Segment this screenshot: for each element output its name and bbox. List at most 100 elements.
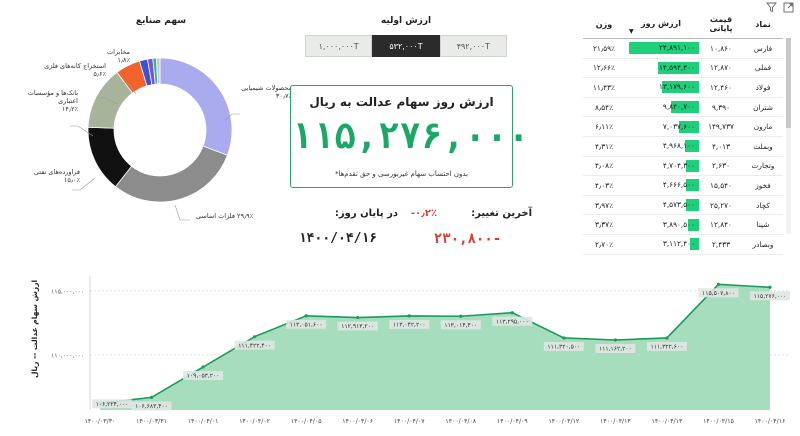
cell-value: ۷,۰۳۷,۶۰۰: [625, 120, 699, 134]
data-label: ۱۰۶,۲۲۴,۰۰۰: [96, 401, 129, 408]
donut-slice[interactable]: [155, 57, 161, 85]
y-tick-label: ۱۱۰,۰۰۰,۰۰۰: [51, 352, 84, 359]
value-bar: [629, 42, 699, 55]
initial-value-option[interactable]: ۱,۰۰۰,۰۰۰T: [305, 35, 373, 57]
last-change-label: آخرین تغییر:: [471, 208, 532, 219]
data-label-bg: [440, 320, 481, 330]
table-row[interactable]: شتران ۹,۳۹۰ ۹,۸۴۰,۷۰۰ ۸٫۵۴٪: [583, 98, 783, 118]
cell-weight: ۲۱٫۵۹٪: [593, 43, 615, 53]
cell-price: ۲,۴۳۳: [712, 239, 730, 249]
data-label-bg: [698, 288, 739, 298]
x-tick-label: ۱۴۰۰/۰۴/۱۳: [600, 418, 631, 425]
table-scrollbar-thumb[interactable]: [786, 38, 791, 128]
cell-weight: ۱۱٫۴۳٪: [593, 82, 615, 92]
column-header-price[interactable]: قیمت پایانی: [709, 15, 733, 33]
pie-title: سهم صنایع: [135, 16, 187, 26]
pie-label-chemicals: محصولات شیمیایی ۳۰٫۷٪: [241, 84, 292, 100]
data-label: ۱۱۳,۰۵۱,۶۰۰: [290, 321, 323, 328]
data-point: [716, 282, 721, 286]
cell-value: ۱۴,۵۹۴,۴۰۰: [625, 61, 699, 75]
filter-icon[interactable]: [766, 2, 777, 13]
value-bar: [686, 199, 699, 212]
table-row[interactable]: کچاد ۲۵,۲۷۰ ۴,۵۷۳,۵۰۰ ۳٫۹۷٪: [583, 196, 783, 216]
data-label: ۱۱۵,۵۰۷,۸۰۰: [702, 290, 735, 297]
series-line: [99, 283, 771, 405]
table-row[interactable]: فارس ۱۰,۸۶۰ ۲۴,۸۹۱,۱۰۰ ۲۱٫۵۹٪: [583, 39, 783, 59]
initial-value-title: ارزش اولیه: [380, 16, 432, 26]
cell-weight: ۴٫۳۱٪: [594, 141, 614, 151]
data-label-bg: [286, 319, 327, 329]
cell-price: ۱۲,۸۷۰: [710, 63, 732, 73]
value-bar: [685, 159, 699, 172]
cell-value: ۴,۵۷۳,۵۰۰: [625, 198, 699, 212]
data-label: ۱۱۱,۱۶۲,۲۰۰: [599, 346, 632, 353]
initial-value-selector: ۱,۰۰۰,۰۰۰T ۵۳۲,۰۰۰T ۴۹۲,۰۰۰T: [305, 35, 507, 57]
data-label: ۱۱۳,۰۱۴,۴۰۰: [444, 322, 477, 329]
data-label-bg: [646, 341, 687, 351]
data-label: ۱۱۳,۰۴۲,۲۰۰: [393, 322, 426, 329]
end-of-day-label: در پایان روز:: [334, 208, 398, 219]
cell-weight: ۳٫۳۷٪: [594, 220, 614, 230]
x-tick-label: ۱۴۰۰/۰۳/۳۱: [136, 418, 167, 425]
value-bar: [688, 218, 699, 231]
cell-price: ۱۲,۴۶۰: [710, 82, 732, 92]
donut-slice[interactable]: [159, 57, 233, 156]
pie-label-petroleum: فراورده‌های نفتی ۱۵٫۰٪: [33, 168, 80, 184]
visual-header-icons: [766, 2, 794, 13]
cell-price: ۱۵,۵۴۰: [710, 180, 732, 190]
cell-price: ۲,۶۳۰: [712, 161, 730, 171]
data-point: [665, 336, 669, 340]
initial-value-option[interactable]: ۴۹۲,۰۰۰T: [439, 35, 507, 57]
data-label-bg: [234, 340, 275, 350]
initial-value-option-selected[interactable]: ۵۳۲,۰۰۰T: [372, 35, 440, 57]
pie-label-metal-mining: استخراج کانه‌های فلزی ۵٫۶٪: [44, 62, 106, 78]
cell-weight: ۳٫۹۷٪: [594, 200, 614, 210]
data-label-bg: [750, 291, 790, 301]
equity-value-card: ارزش روز سهام عدالت به ریال ۱۱۵,۲۷۶,۰۰۰ …: [290, 85, 528, 188]
cell-weight: ۴٫۰۳٪: [594, 180, 614, 190]
value-bar: [690, 238, 699, 251]
column-header-value[interactable]: ارزش روز ▼: [625, 17, 699, 35]
table-header: نماد قیمت پایانی ارزش روز ▼ وزن: [583, 10, 783, 39]
table-row[interactable]: فملی ۱۲,۸۷۰ ۱۴,۵۹۴,۴۰۰ ۱۲٫۶۶٪: [583, 59, 783, 79]
data-point: [613, 338, 617, 342]
cell-symbol: شپنا: [756, 220, 770, 230]
table-row[interactable]: مارون ۱۴۹,۷۳۷ ۷,۰۳۷,۶۰۰ ۶٫۱۱٪: [583, 117, 783, 137]
donut-slice[interactable]: [114, 145, 228, 203]
change-amount: ۲۳۰,۸۰۰-: [433, 231, 502, 247]
cell-symbol: فارس: [753, 43, 773, 53]
table-row[interactable]: وبصادر ۲,۴۳۳ ۳,۱۱۲,۴۰۰ ۲٫۷۰٪: [583, 235, 783, 255]
cell-price: ۱۲,۸۴۰: [710, 220, 732, 230]
pie-label-basic-metals: ۲۹٫۹٪ فلزات اساسی: [196, 212, 254, 220]
cell-price: ۱۰,۸۶۰: [710, 43, 732, 53]
data-label: ۱۱۱,۴۲۲,۴۰۰: [238, 342, 271, 349]
cell-symbol: فملی: [754, 63, 772, 73]
data-point: [201, 365, 205, 369]
table-row[interactable]: فخوز ۱۵,۵۴۰ ۴,۶۶۶,۵۰۰ ۴٫۰۳٪: [583, 176, 783, 196]
data-label: ۱۱۳,۲۹۵,۰۰۰: [496, 318, 529, 325]
table-row[interactable]: شپنا ۱۲,۸۴۰ ۳,۸۹۰,۵۰۰ ۳٫۳۷٪: [583, 215, 783, 235]
value-bar: [679, 120, 699, 133]
value-bar: [657, 61, 699, 74]
cell-price: ۲۵,۲۷۰: [710, 200, 732, 210]
change-date: ۱۴۰۰/۰۴/۱۶: [298, 231, 378, 246]
cell-price: ۴,۰۱۳: [712, 141, 730, 151]
data-point: [510, 311, 514, 315]
column-header-symbol[interactable]: نماد: [755, 19, 771, 29]
table-row[interactable]: وتجارت ۲,۶۳۰ ۴,۷۰۴,۳۰۰ ۴٫۰۸٪: [583, 157, 783, 177]
cell-price: ۱۴۹,۷۳۷: [708, 122, 734, 132]
cell-value: ۳,۱۱۲,۴۰۰: [625, 237, 699, 251]
data-point: [356, 315, 360, 320]
column-header-weight[interactable]: وزن: [595, 19, 613, 29]
card-title: ارزش روز سهام عدالت به ریال: [309, 95, 494, 109]
focus-mode-icon[interactable]: [783, 2, 794, 13]
table-row[interactable]: وبملت ۴,۰۱۳ ۴,۹۶۸,۱۰۰ ۴٫۳۱٪: [583, 137, 783, 157]
data-label-bg: [543, 341, 584, 351]
table-row[interactable]: فولاد ۱۲,۴۶۰ ۱۳,۱۷۹,۶۰۰ ۱۱٫۴۳٪: [583, 78, 783, 98]
data-label-bg: [131, 401, 172, 411]
table-scrollbar[interactable]: [786, 38, 791, 234]
cell-symbol: کچاد: [756, 200, 770, 210]
data-label-bg: [337, 321, 378, 331]
value-bar: [661, 81, 699, 94]
x-tick-label: ۱۴۰۰/۰۴/۰۹: [497, 418, 528, 425]
